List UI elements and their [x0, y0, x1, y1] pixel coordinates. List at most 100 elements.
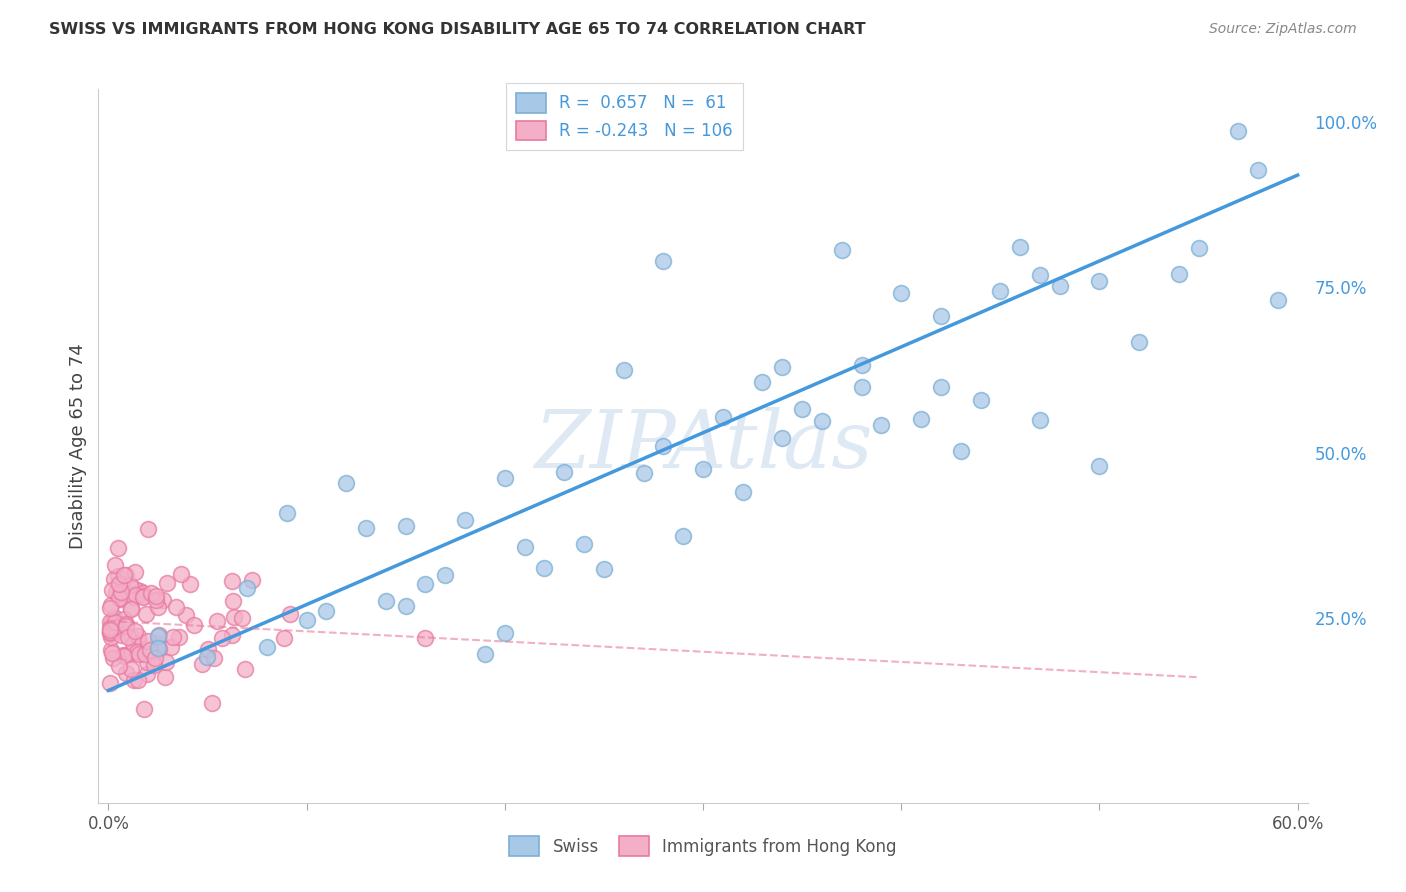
Point [652, 438, 675, 452]
Point [131, 590, 153, 604]
Point [415, 631, 437, 645]
Point [127, 629, 149, 643]
Point [131, 585, 153, 599]
Point [155, 655, 177, 669]
Point [120, 602, 142, 616]
Point [145, 637, 167, 651]
Point [134, 589, 156, 603]
Point [103, 619, 125, 633]
Point [1029, 268, 1052, 283]
Point [134, 648, 156, 662]
Text: SWISS VS IMMIGRANTS FROM HONG KONG DISABILITY AGE 65 TO 74 CORRELATION CHART: SWISS VS IMMIGRANTS FROM HONG KONG DISAB… [49, 22, 866, 37]
Point [633, 467, 655, 481]
Point [98, 624, 121, 639]
Point [114, 619, 136, 633]
Point [117, 587, 139, 601]
Point [593, 562, 616, 576]
Point [222, 594, 245, 608]
Point [1187, 242, 1209, 256]
Point [205, 614, 228, 628]
Point [949, 443, 972, 458]
Point [146, 629, 169, 643]
Point [127, 645, 149, 659]
Point [120, 662, 142, 676]
Point [395, 599, 418, 614]
Point [108, 591, 131, 606]
Point [111, 648, 134, 662]
Point [811, 414, 834, 428]
Point [124, 624, 146, 638]
Y-axis label: Disability Age 65 to 74: Disability Age 65 to 74 [69, 343, 87, 549]
Point [315, 604, 337, 618]
Point [434, 568, 457, 582]
Point [165, 600, 187, 615]
Point [122, 590, 145, 604]
Point [1049, 278, 1071, 293]
Point [211, 632, 233, 646]
Point [1088, 274, 1111, 288]
Point [146, 640, 169, 655]
Point [851, 379, 873, 393]
Point [395, 518, 418, 533]
Point [120, 629, 142, 643]
Point [100, 630, 122, 644]
Point [110, 628, 132, 642]
Point [533, 561, 555, 575]
Point [155, 670, 177, 684]
Point [1346, 115, 1368, 129]
Point [120, 646, 142, 660]
Point [117, 630, 139, 644]
Point [167, 630, 190, 644]
Point [115, 617, 138, 632]
Point [135, 607, 157, 621]
Point [98, 600, 121, 615]
Point [236, 581, 259, 595]
Point [124, 565, 146, 579]
Point [233, 663, 256, 677]
Point [160, 640, 183, 654]
Point [98, 676, 121, 690]
Point [156, 575, 179, 590]
Point [122, 673, 145, 687]
Point [135, 655, 157, 669]
Point [222, 610, 245, 624]
Point [851, 358, 873, 372]
Point [335, 476, 357, 491]
Point [162, 630, 184, 644]
Point [870, 418, 893, 433]
Point [139, 643, 162, 657]
Point [125, 588, 148, 602]
Point [179, 577, 201, 591]
Point [354, 521, 377, 535]
Point [148, 642, 170, 657]
Point [170, 567, 193, 582]
Point [107, 541, 129, 556]
Point [108, 587, 131, 601]
Point [751, 375, 773, 389]
Point [256, 640, 278, 655]
Text: ZIPAtlas: ZIPAtlas [534, 408, 872, 484]
Point [110, 585, 132, 599]
Point [107, 569, 129, 583]
Point [115, 666, 138, 681]
Point [101, 615, 124, 630]
Point [1088, 458, 1111, 473]
Point [197, 649, 219, 664]
Point [100, 598, 122, 612]
Point [273, 631, 295, 645]
Point [672, 528, 695, 542]
Point [1029, 412, 1052, 426]
Point [276, 506, 298, 520]
Point [770, 431, 793, 445]
Point [711, 409, 734, 424]
Point [221, 574, 243, 588]
Point [121, 636, 143, 650]
Point [454, 513, 477, 527]
Point [139, 586, 162, 600]
Point [128, 635, 150, 649]
Point [191, 657, 214, 671]
Point [474, 647, 496, 661]
Point [1267, 293, 1289, 308]
Point [152, 592, 174, 607]
Point [183, 617, 205, 632]
